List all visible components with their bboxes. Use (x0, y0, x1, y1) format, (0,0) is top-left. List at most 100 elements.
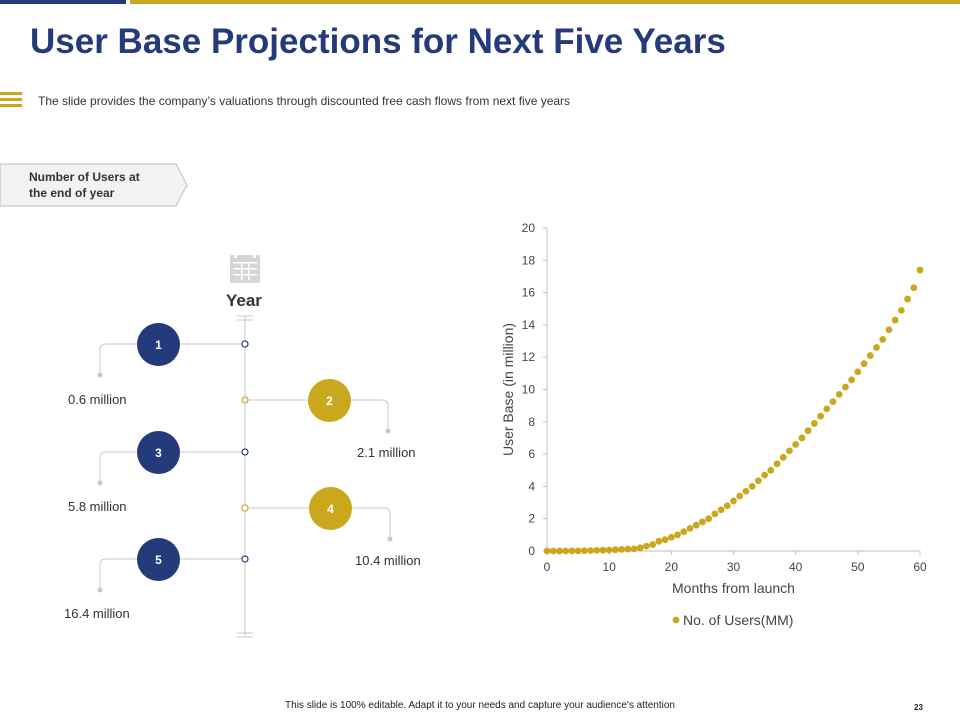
data-point (587, 547, 594, 554)
users-label-line: the end of year (29, 186, 115, 200)
data-point (705, 515, 713, 523)
data-point (786, 447, 793, 455)
data-point (773, 460, 781, 468)
data-point (618, 545, 625, 553)
data-point (692, 521, 700, 529)
users-label-line: Number of Users at (29, 170, 140, 184)
data-point (829, 398, 837, 406)
data-point (779, 453, 787, 461)
data-point (910, 284, 918, 292)
data-point (848, 376, 856, 384)
legend-label: No. of Users(MM) (683, 612, 793, 628)
data-point (605, 546, 613, 554)
data-point (686, 524, 694, 532)
y-tick-label: 20 (522, 221, 536, 235)
y-tick-label: 12 (522, 350, 536, 364)
data-point (680, 528, 688, 536)
data-point (661, 536, 669, 544)
timeline-node-1 (241, 340, 249, 348)
data-point (885, 326, 893, 334)
data-point (854, 368, 862, 376)
data-point (873, 344, 880, 351)
data-point (643, 542, 650, 550)
data-point (860, 360, 868, 368)
year-value-5: 16.4 million (64, 606, 130, 621)
x-tick-label: 40 (789, 560, 803, 574)
users-label-text: Number of Users at the end of year (29, 169, 140, 201)
data-point (562, 547, 570, 555)
data-point (866, 352, 874, 359)
y-tick-label: 16 (522, 286, 536, 300)
data-point (574, 547, 582, 555)
data-point (823, 405, 831, 413)
data-point (810, 420, 818, 427)
year-value-3: 5.8 million (68, 499, 127, 514)
y-tick-label: 0 (528, 544, 535, 558)
y-tick-label: 10 (522, 383, 536, 397)
data-point (699, 518, 706, 526)
calendar-icon (230, 253, 260, 283)
year-value-1: 0.6 million (68, 392, 127, 407)
data-point (817, 412, 824, 420)
data-point (630, 545, 638, 553)
x-tick-label: 30 (727, 560, 741, 574)
data-point (568, 547, 576, 555)
top-accent-gold (130, 0, 960, 4)
year-heading: Year (226, 291, 262, 310)
y-tick-label: 2 (528, 512, 535, 526)
data-point (742, 487, 750, 495)
data-point (835, 390, 843, 398)
data-point (748, 483, 756, 490)
data-point (711, 510, 719, 518)
y-tick-label: 8 (528, 415, 535, 429)
timeline-axis (237, 315, 253, 638)
data-point (556, 547, 563, 555)
data-point (897, 306, 905, 314)
data-point (767, 466, 775, 474)
three-lines-icon (0, 92, 22, 108)
year-badge-1: 1 (137, 323, 180, 366)
timeline-node-2 (241, 396, 249, 404)
data-point (798, 434, 806, 442)
x-tick-label: 60 (913, 560, 927, 574)
data-point (891, 316, 899, 324)
year-badge-2: 2 (308, 379, 351, 422)
y-tick-label: 18 (522, 253, 536, 267)
data-point (674, 531, 681, 539)
year-value-4: 10.4 million (355, 553, 421, 568)
y-tick-label: 4 (528, 479, 535, 493)
data-point (549, 547, 557, 555)
top-accent-navy (0, 0, 126, 4)
x-tick-label: 10 (602, 560, 616, 574)
users-label-box: Number of Users at the end of year (0, 163, 188, 207)
x-tick-label: 20 (665, 560, 679, 574)
data-point (593, 546, 601, 554)
data-point (736, 492, 744, 500)
year-value-2: 2.1 million (357, 445, 416, 460)
data-point (916, 266, 924, 274)
timeline-node-4 (241, 504, 249, 512)
timeline-node-3 (241, 448, 249, 456)
data-point (543, 547, 551, 555)
legend-marker (672, 616, 680, 624)
y-tick-label: 6 (528, 447, 535, 461)
data-point (649, 541, 657, 548)
year-badge-3: 3 (137, 431, 180, 474)
data-point (804, 427, 812, 435)
y-axis-title: User Base (in million) (500, 323, 516, 456)
data-point (879, 336, 887, 343)
data-point (624, 545, 632, 553)
data-point (611, 546, 619, 554)
data-point (842, 383, 849, 391)
year-badge-4: 4 (309, 487, 352, 530)
y-tick-label: 14 (522, 318, 536, 332)
data-point (754, 477, 762, 485)
data-point (667, 533, 675, 541)
page-title: User Base Projections for Next Five Year… (30, 22, 726, 61)
data-point (730, 497, 737, 505)
x-axis-title: Months from launch (672, 580, 795, 596)
page-number: 23 (914, 703, 923, 712)
data-point (717, 506, 725, 514)
x-tick-label: 50 (851, 560, 865, 574)
year-timeline: Year 1 2 3 4 5 0.6 million 2.1 million 5… (64, 253, 421, 638)
